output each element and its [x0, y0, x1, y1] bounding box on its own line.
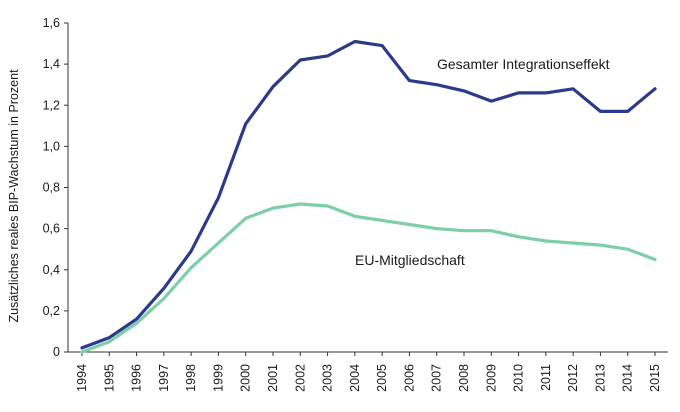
- series-lines: [80, 39, 657, 354]
- x-tick-label: 2004: [348, 364, 362, 392]
- y-tick-label: 0,6: [43, 222, 60, 236]
- x-tick-label: 2014: [621, 364, 635, 392]
- y-tick-label: 1,0: [43, 139, 60, 153]
- x-tick-label: 2007: [430, 364, 444, 392]
- x-tick-label: 2010: [512, 364, 526, 392]
- x-tick-label: 2003: [321, 364, 335, 392]
- x-tick-label: 1996: [130, 364, 144, 392]
- y-tick-label: 0,4: [43, 263, 60, 277]
- y-tick-label: 0,8: [43, 181, 60, 195]
- y-tick-label: 0,2: [43, 304, 60, 318]
- x-tick-label: 2011: [539, 364, 553, 391]
- x-tick-label: 2002: [293, 364, 307, 392]
- x-tick-label: 2013: [593, 364, 607, 392]
- x-tick-label: 2009: [484, 364, 498, 392]
- series-label-eu-mitgliedschaft: EU-Mitgliedschaft: [355, 252, 465, 268]
- x-tick-label: 2001: [266, 364, 280, 392]
- y-axis-title: Zusätzliches reales BIP-Wachstum in Proz…: [7, 69, 21, 323]
- series-line-1: [80, 202, 657, 354]
- x-tick-label: 1998: [184, 364, 198, 392]
- x-tick-label: 1994: [75, 364, 89, 392]
- y-tick-label: 0: [53, 345, 60, 359]
- x-tick-label: 2015: [648, 364, 662, 392]
- y-tick-label: 1,4: [43, 57, 60, 71]
- x-tick-label: 1999: [211, 364, 225, 392]
- series-label-gesamter-integrationseffekt: Gesamter Integrationseffekt: [437, 56, 610, 72]
- x-axis-ticks: 1994 1995 1996 1997 1998 1999 2000 2001 2002 2003…: [75, 352, 662, 392]
- x-tick-label: 2000: [239, 364, 253, 392]
- x-tick-label: 2012: [566, 364, 580, 392]
- x-tick-label: 1997: [157, 364, 171, 392]
- x-tick-label: 2005: [375, 364, 389, 392]
- series-line-0: [80, 39, 657, 350]
- x-tick-label: 2008: [457, 364, 471, 392]
- x-tick-label: 1995: [102, 364, 116, 392]
- x-tick-label: 2006: [402, 364, 416, 392]
- y-tick-label: 1,2: [43, 98, 60, 112]
- y-tick-label: 1,6: [43, 16, 60, 30]
- y-axis-ticks: 0 0,2 0,4 0,6 0,8 1,0 1,2 1,4 1,6: [43, 16, 68, 359]
